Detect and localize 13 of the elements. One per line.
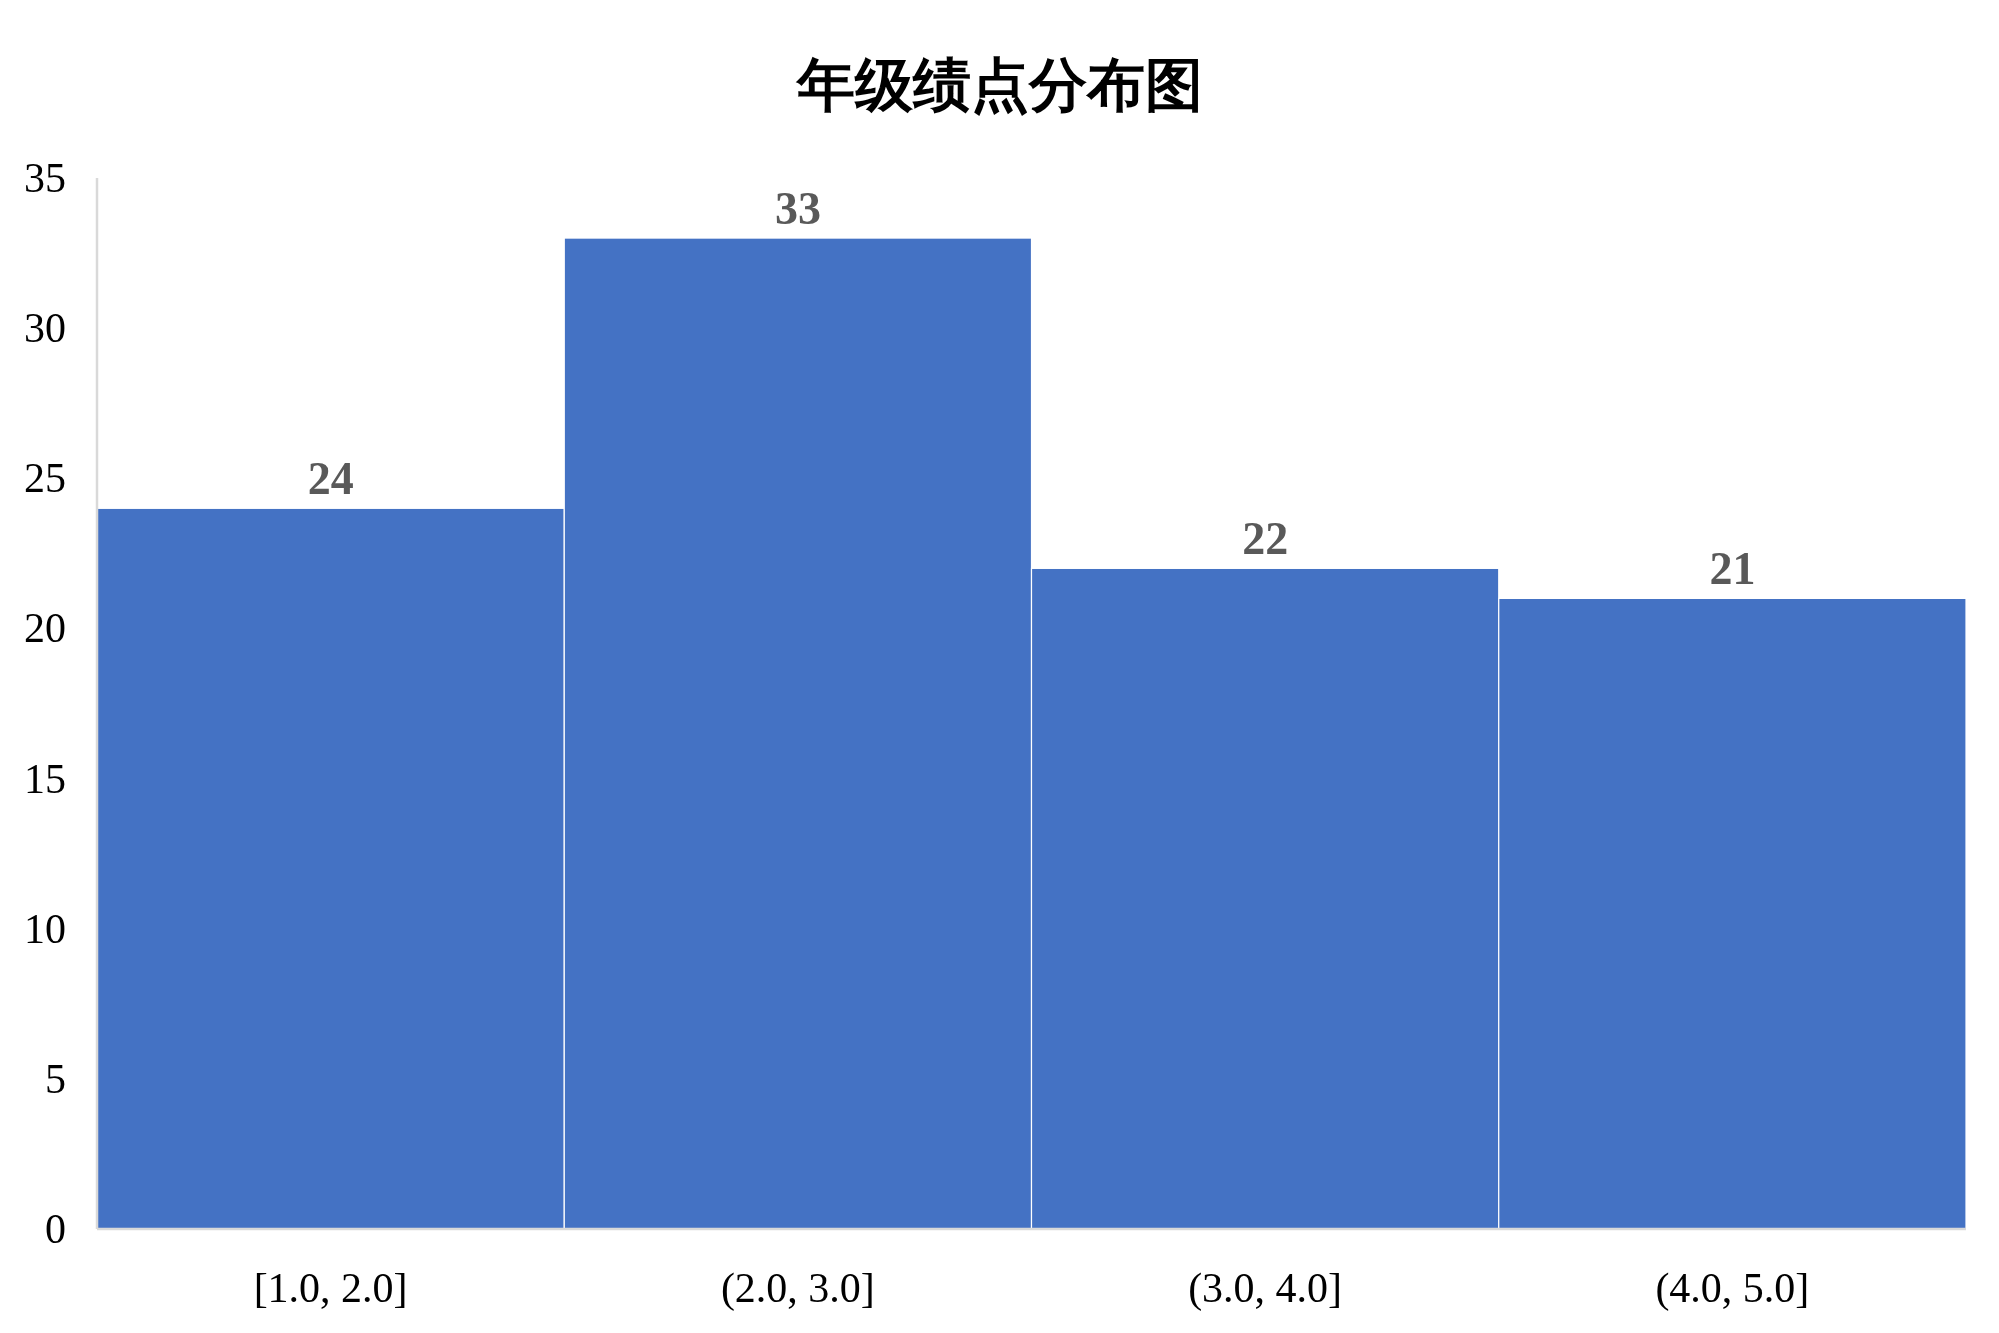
y-tick-label: 5 bbox=[45, 1055, 66, 1102]
y-tick-label: 15 bbox=[24, 755, 66, 802]
y-tick-label: 20 bbox=[24, 605, 66, 652]
y-tick-label: 30 bbox=[24, 305, 66, 352]
title: 年级绩点分布图 bbox=[796, 51, 1203, 119]
x-tick-label: (4.0, 5.0] bbox=[1655, 1265, 1810, 1312]
y-tick-label: 35 bbox=[24, 155, 66, 201]
y-tick-label: 25 bbox=[24, 455, 66, 502]
x-tick-label: (2.0, 3.0] bbox=[720, 1265, 875, 1312]
x-tick-label: (3.0, 4.0] bbox=[1188, 1265, 1343, 1312]
x-tick-label: [1.0, 2.0] bbox=[253, 1265, 408, 1311]
y-tick-label: 10 bbox=[24, 905, 66, 952]
y-tick-label: 0 bbox=[45, 1206, 66, 1252]
